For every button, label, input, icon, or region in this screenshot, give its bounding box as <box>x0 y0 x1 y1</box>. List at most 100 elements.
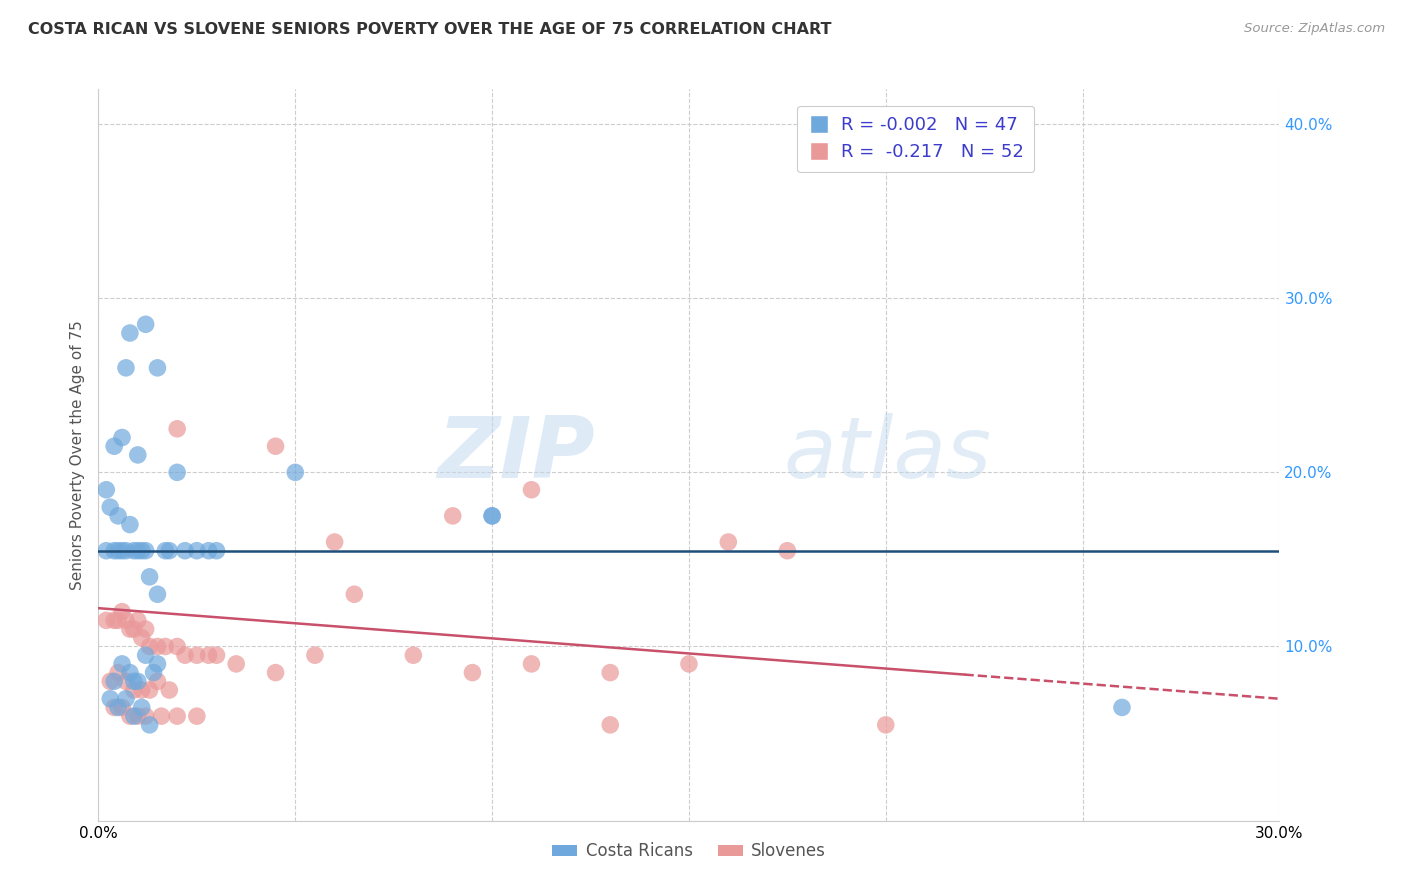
Point <box>135 543 157 558</box>
Point <box>146 587 169 601</box>
Text: atlas: atlas <box>783 413 991 497</box>
Point <box>481 508 503 523</box>
Text: Source: ZipAtlas.com: Source: ZipAtlas.com <box>1244 22 1385 36</box>
Point <box>142 665 165 680</box>
Point <box>122 683 145 698</box>
Point <box>118 326 141 340</box>
Point <box>122 674 145 689</box>
Point <box>441 508 464 523</box>
Point <box>127 613 149 627</box>
Point <box>155 640 177 654</box>
Y-axis label: Seniors Poverty Over the Age of 75: Seniors Poverty Over the Age of 75 <box>70 320 86 590</box>
Point <box>138 640 160 654</box>
Point <box>146 674 169 689</box>
Point <box>186 709 208 723</box>
Point <box>96 613 118 627</box>
Point <box>115 691 138 706</box>
Point <box>131 631 153 645</box>
Point <box>520 657 543 671</box>
Point <box>1111 700 1133 714</box>
Point <box>118 517 141 532</box>
Point <box>166 709 188 723</box>
Point <box>135 622 157 636</box>
Point <box>481 508 503 523</box>
Point <box>115 543 138 558</box>
Point <box>205 543 228 558</box>
Point <box>186 648 208 663</box>
Point <box>166 422 188 436</box>
Point <box>174 648 197 663</box>
Point <box>146 657 169 671</box>
Point <box>155 543 177 558</box>
Point <box>107 543 129 558</box>
Point <box>599 665 621 680</box>
Point <box>96 483 118 497</box>
Point <box>776 543 799 558</box>
Point <box>197 543 219 558</box>
Point <box>186 543 208 558</box>
Point <box>111 543 134 558</box>
Point <box>103 613 125 627</box>
Point <box>111 430 134 444</box>
Point <box>127 543 149 558</box>
Point <box>323 535 346 549</box>
Point <box>122 543 145 558</box>
Point <box>111 700 134 714</box>
Point <box>127 674 149 689</box>
Point <box>135 648 157 663</box>
Point <box>127 448 149 462</box>
Point <box>146 360 169 375</box>
Point <box>107 700 129 714</box>
Point <box>122 622 145 636</box>
Point <box>115 674 138 689</box>
Point <box>122 709 145 723</box>
Point <box>111 657 134 671</box>
Point <box>107 613 129 627</box>
Point <box>103 700 125 714</box>
Point <box>157 683 180 698</box>
Point <box>166 466 188 480</box>
Point <box>135 318 157 332</box>
Point <box>174 543 197 558</box>
Point <box>678 657 700 671</box>
Point <box>131 683 153 698</box>
Point <box>107 665 129 680</box>
Point <box>98 500 121 515</box>
Point <box>150 709 173 723</box>
Point <box>138 718 160 732</box>
Point <box>103 543 125 558</box>
Point <box>461 665 484 680</box>
Point <box>599 718 621 732</box>
Point <box>402 648 425 663</box>
Text: ZIP: ZIP <box>437 413 595 497</box>
Point <box>284 466 307 480</box>
Point <box>98 674 121 689</box>
Point <box>717 535 740 549</box>
Point <box>118 709 141 723</box>
Point <box>205 648 228 663</box>
Point <box>118 665 141 680</box>
Point <box>138 683 160 698</box>
Point <box>115 613 138 627</box>
Legend: Costa Ricans, Slovenes: Costa Ricans, Slovenes <box>546 836 832 867</box>
Point <box>135 709 157 723</box>
Point <box>197 648 219 663</box>
Point <box>96 543 118 558</box>
Point <box>225 657 247 671</box>
Point <box>157 543 180 558</box>
Point <box>131 700 153 714</box>
Point <box>98 691 121 706</box>
Point <box>127 709 149 723</box>
Point <box>131 543 153 558</box>
Point <box>264 439 287 453</box>
Point <box>138 570 160 584</box>
Point <box>107 508 129 523</box>
Point <box>103 439 125 453</box>
Point <box>875 718 897 732</box>
Point <box>118 622 141 636</box>
Point <box>146 640 169 654</box>
Point <box>304 648 326 663</box>
Point <box>166 640 188 654</box>
Point <box>520 483 543 497</box>
Point <box>115 360 138 375</box>
